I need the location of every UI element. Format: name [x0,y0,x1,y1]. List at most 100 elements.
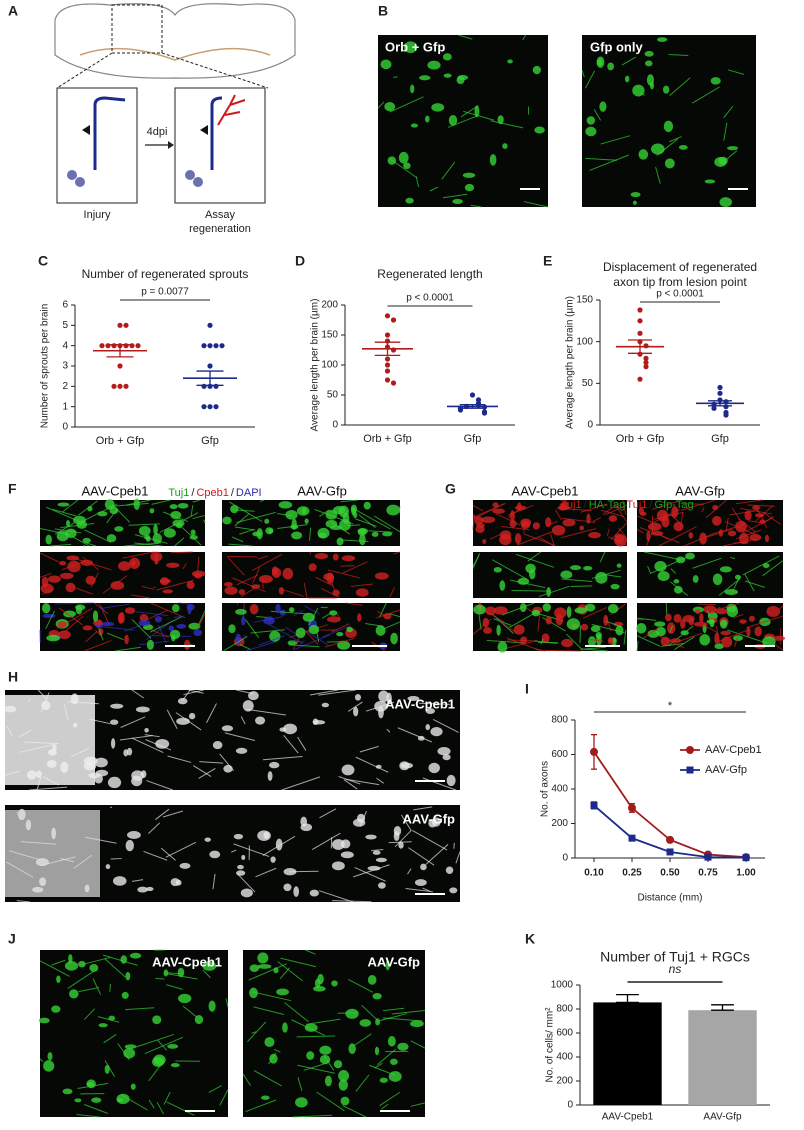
bar [688,1010,757,1105]
scale-bar [745,645,775,647]
cell-signal [51,1005,61,1013]
data-point [717,384,723,391]
fiber-signal [277,961,304,982]
fiber-signal [203,519,206,524]
fiber-signal [324,637,355,648]
cell-signal [275,838,283,851]
fiber-signal [236,689,254,695]
fiber-signal [447,115,479,128]
cell-signal [715,608,728,615]
fiber-signal [92,978,102,995]
scale-bar [585,645,620,647]
cell-signal [331,861,345,871]
cell-signal [734,574,741,580]
fiber-signal [227,555,258,558]
data-point [117,383,123,389]
fiber-signal [297,1077,303,1091]
fiber-signal [84,529,112,543]
significance-mark: ns [669,962,682,976]
cell-signal [582,565,593,571]
cell-signal [170,1063,180,1068]
data-point [469,392,476,398]
fiber-signal [240,716,246,725]
fiber-signal [305,1018,341,1025]
fiber-signal [288,644,320,648]
cell-signal [646,74,654,86]
fiber-signal [58,607,83,626]
data-point [643,359,649,366]
stain-name: Tuj1 [168,487,189,499]
stain-name: / [649,499,653,511]
fiber-signal [304,949,316,955]
fiber-signal [410,1102,426,1107]
fiber-signal [257,555,269,560]
fiber-signal [546,520,558,527]
cell-signal [341,555,356,562]
cell-signal [509,519,517,528]
panel-letter: F [8,481,17,497]
cell-signal [153,524,158,536]
cell-signal [241,616,246,626]
cell-signal [172,519,185,527]
y-tick-label: 150 [576,295,593,306]
fiber-signal [391,1010,426,1015]
cell-signal [333,1060,343,1069]
fiber-signal [355,756,389,773]
fiber-signal [735,499,763,505]
fiber-signal [104,1060,116,1077]
y-tick-label: 1000 [551,980,574,991]
cell-signal [449,887,458,894]
fiber-signal [190,504,194,517]
micrograph [222,500,400,546]
fiber-signal [131,594,151,599]
cell-signal [514,532,522,545]
fiber-signal [371,849,384,852]
data-point [201,383,207,389]
fiber-signal [727,69,745,75]
stain-name: / [584,499,588,511]
cell-signal [665,613,672,622]
fiber-signal [320,588,340,598]
fiber-signal [472,503,505,518]
fiber-signal [206,703,217,723]
cell-signal [374,700,388,712]
fiber-signal [656,138,679,156]
cell-signal [177,697,188,705]
cell-signal [673,613,682,623]
cell-signal [473,604,487,615]
panel-letter: G [445,481,456,497]
fiber-signal [166,709,178,730]
cell-signal [67,560,81,573]
fiber-signal [289,624,328,638]
cell-signal [367,865,381,871]
cell-signal [431,103,445,112]
fiber-signal [381,1103,389,1110]
cell-signal [492,502,499,508]
fiber-signal [727,629,768,644]
cell-signal [359,534,366,546]
fiber-signal [472,555,480,567]
data-point [219,343,225,349]
fiber-signal [720,602,741,610]
data-point [637,318,643,324]
fiber-signal [622,499,627,515]
fiber-signal [345,602,363,606]
cell-signal [727,146,739,151]
caption: Assay [205,209,235,221]
cell-signal [275,603,281,614]
chart-title: axon tip from lesion point [613,275,747,289]
cell-signal [353,706,359,717]
cell-signal [372,850,381,855]
fiber-signal [621,56,637,66]
lesion-arrowhead [82,125,90,135]
cell-signal [269,630,281,642]
fiber-signal [701,528,733,540]
x-tick-label: 1.00 [736,868,756,879]
fiber-signal [660,643,684,647]
cell-signal [224,586,238,595]
fiber-signal [197,613,206,628]
fiber-signal [166,1101,195,1116]
cell-signal [562,518,576,527]
cell-signal [390,632,398,645]
cell-signal [610,583,620,590]
